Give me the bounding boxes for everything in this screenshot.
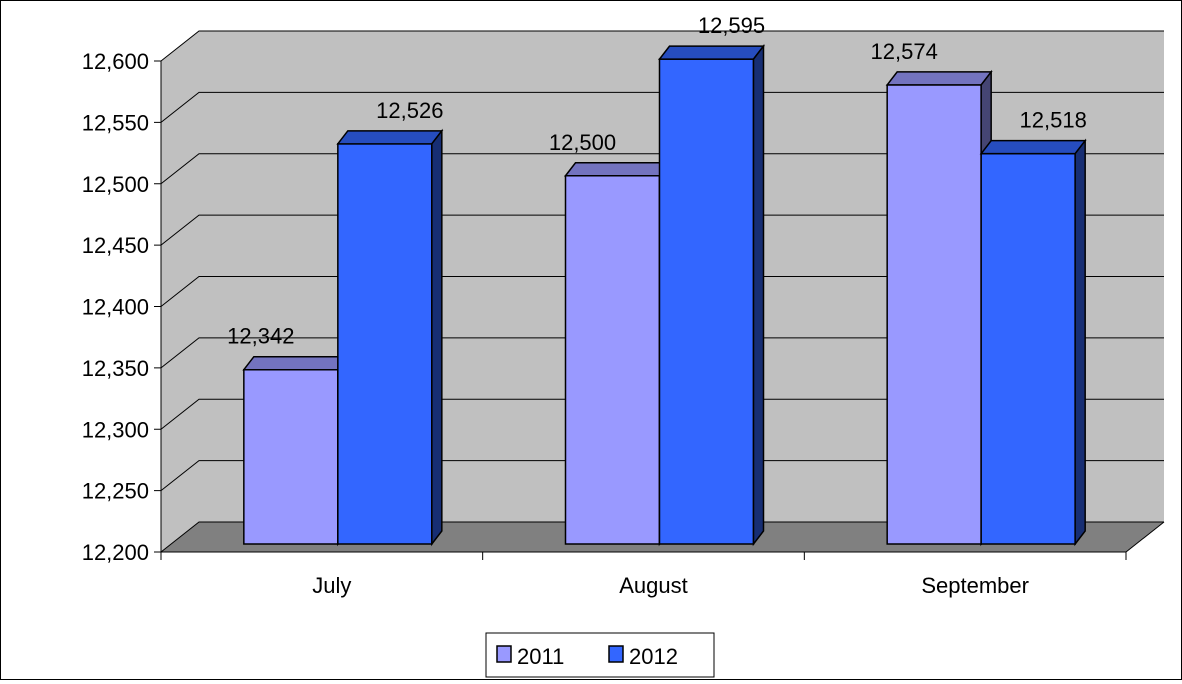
gridline	[160, 214, 1164, 246]
axes	[154, 60, 1165, 560]
y-tick-label: 12,400	[82, 295, 149, 320]
bar-top	[242, 355, 350, 371]
floor-edge	[1125, 521, 1165, 553]
y-tick-label: 12,450	[82, 233, 149, 258]
bar-side	[431, 128, 443, 547]
gridline	[160, 153, 1164, 185]
bar-2011-august	[563, 160, 672, 547]
bar-front	[980, 152, 1076, 545]
data-label: 12,574	[871, 39, 938, 64]
gridlines	[160, 30, 1164, 553]
bar-2012-july	[336, 128, 444, 547]
y-tick-labels: 12,200 12,250 12,300 12,350 12,400 12,450 12,5…	[82, 49, 149, 565]
y-tick-label: 12,550	[82, 110, 149, 135]
bar-top	[885, 71, 993, 86]
bar-front	[658, 58, 755, 545]
y-tick-label: 12,500	[82, 172, 149, 197]
gridline	[160, 30, 1164, 62]
x-tick-label: July	[312, 573, 351, 598]
bar-2011-july	[242, 354, 350, 547]
y-tick-label: 12,350	[82, 356, 149, 381]
data-label: 12,500	[549, 130, 616, 155]
bar-2012-august	[657, 43, 766, 547]
y-tick-label: 12,300	[82, 417, 149, 442]
bar-side	[1074, 138, 1086, 547]
gridline	[160, 91, 1164, 123]
data-label: 12,526	[376, 98, 443, 123]
bar-side	[752, 43, 765, 547]
legend-box	[485, 632, 715, 678]
bar-front	[243, 368, 339, 545]
bar-2012-september	[979, 138, 1087, 547]
x-tick-labels: July August September	[312, 573, 1029, 598]
legend-swatch-2011	[496, 645, 512, 663]
y-tick-label: 12,250	[82, 479, 149, 504]
gridline	[160, 398, 1164, 430]
y-tick-label: 12,600	[82, 49, 149, 74]
bars	[242, 43, 1087, 547]
x-tick-label: August	[619, 573, 688, 598]
legend-label: 2012	[629, 644, 678, 669]
bar-front	[337, 143, 433, 545]
gridline	[160, 460, 1164, 492]
gridline	[160, 276, 1164, 307]
x-tick-label: September	[921, 573, 1029, 598]
bar-front	[886, 84, 982, 545]
bar-top	[979, 139, 1087, 155]
gridline	[160, 337, 1164, 369]
legend-swatch-2012	[608, 645, 624, 663]
bar-top	[336, 130, 444, 145]
legend-label: 2011	[517, 644, 564, 669]
data-label: 12,342	[227, 324, 294, 349]
bar-2011-september	[885, 69, 993, 547]
bar-top	[563, 162, 672, 177]
data-label: 12,595	[698, 13, 765, 38]
data-labels: 12,342 12,526 12,500 12,595 12,574 12,518	[227, 13, 1087, 349]
data-label: 12,518	[1020, 108, 1087, 133]
legend: 2011 2012	[485, 632, 715, 678]
bar-top	[657, 45, 766, 60]
gridline	[160, 521, 1164, 553]
y-tick-label: 12,200	[82, 540, 149, 565]
bar-front	[564, 175, 661, 545]
